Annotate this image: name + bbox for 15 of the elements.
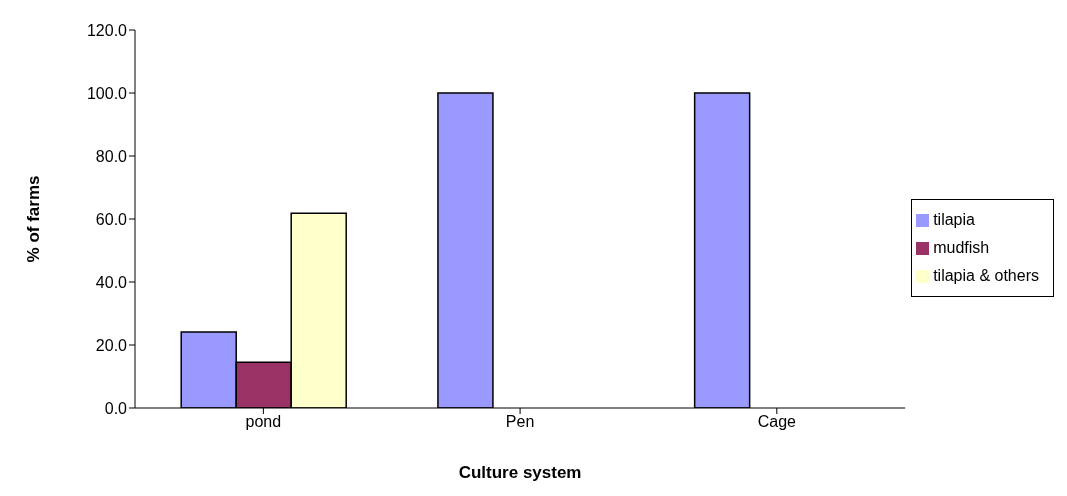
- legend-label: tilapia & others: [933, 267, 1039, 284]
- y-axis-title: % of farms: [24, 175, 44, 263]
- y-tick-label: 80.0: [95, 147, 128, 165]
- legend-label: tilapia: [933, 211, 975, 228]
- y-tick-label: 60.0: [95, 210, 128, 228]
- x-tick-label: Pen: [505, 413, 535, 431]
- x-tick-label: pond: [245, 413, 282, 431]
- y-tick-label: 120.0: [86, 21, 128, 39]
- y-tick-label: 100.0: [86, 84, 128, 102]
- x-tick-label: Cage: [757, 413, 797, 431]
- legend-label: mudfish: [933, 239, 990, 256]
- y-tick-label: 40.0: [95, 273, 128, 291]
- y-tick-label: 0.0: [104, 399, 128, 417]
- y-tick-label: 20.0: [95, 336, 128, 354]
- x-axis-title: Culture system: [458, 463, 582, 482]
